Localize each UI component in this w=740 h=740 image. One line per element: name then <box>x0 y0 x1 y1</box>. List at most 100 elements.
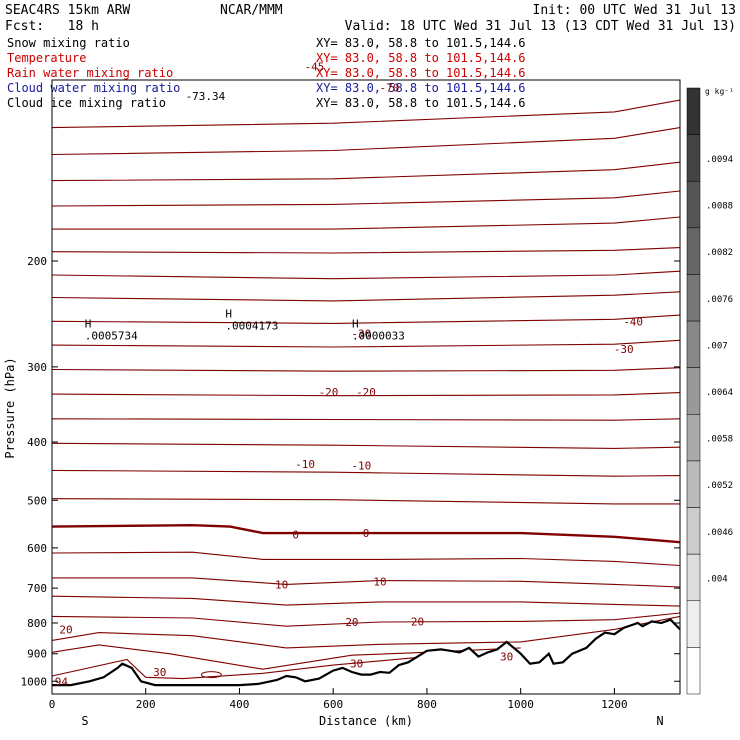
temperature-contour <box>51 523 681 544</box>
temperature-contour <box>51 595 681 607</box>
colorbar-swatch <box>686 600 701 648</box>
temperature-label: -20 <box>319 386 339 399</box>
colorbar-swatch <box>686 414 701 462</box>
legend-entry: Cloud ice mixing ratio <box>7 96 166 110</box>
temperature-label: 30 <box>350 658 363 671</box>
colorbar-swatch <box>686 460 701 508</box>
colorbar-swatch <box>686 227 701 275</box>
maximum-marker: H <box>352 318 359 331</box>
temperature-label: -70 <box>379 82 399 95</box>
temperature-label: -10 <box>295 458 315 471</box>
temperature-contour <box>51 247 681 254</box>
y-tick-label: 1000 <box>21 675 48 688</box>
temperature-contour <box>51 314 681 324</box>
x-tick-label: 200 <box>136 698 156 711</box>
forecast-hour: Fcst: 18 h <box>5 19 99 34</box>
temperature-label: 10 <box>373 575 386 588</box>
colorbar-swatch <box>686 274 701 322</box>
colorbar-label: .007 <box>706 341 728 351</box>
north-label: N <box>656 714 663 728</box>
legend-coordinates: XY= 83.0, 58.8 to 101.5,144.6 <box>316 36 526 50</box>
temperature-label: 20 <box>59 623 72 636</box>
temperature-label: -30 <box>614 343 634 356</box>
valid-time: Valid: 18 UTC Wed 31 Jul 13 (13 CDT Wed … <box>345 19 736 34</box>
colorbar-label: .0088 <box>706 202 733 212</box>
colorbar-label: .0094 <box>706 155 733 165</box>
legend-coordinates: XY= 83.0, 58.8 to 101.5,144.6 <box>316 81 526 95</box>
y-tick-label: 800 <box>27 617 47 630</box>
temperature-contour <box>51 161 681 182</box>
maximum-marker: H <box>85 318 92 331</box>
x-tick-label: 0 <box>49 698 56 711</box>
maximum-marker: H <box>225 307 232 320</box>
temperature-label: 0 <box>292 528 299 541</box>
plot-area: -45 -70 -40 -30 -30 -20 -20 -10 -10 0 0 10 10 20 20 20 3… <box>21 61 681 711</box>
init-time: Init: 00 UTC Wed 31 Jul 13 <box>533 3 737 18</box>
colorbar-label: .0046 <box>706 528 733 538</box>
colorbar-swatch <box>686 87 701 135</box>
corner-value: -73.34 <box>186 90 226 103</box>
legend-coordinates: XY= 83.0, 58.8 to 101.5,144.6 <box>316 66 526 80</box>
temperature-label: 20 <box>411 615 424 628</box>
legend-entry: Cloud water mixing ratio <box>7 81 180 95</box>
y-tick-label: 400 <box>27 436 47 449</box>
temperature-contour <box>51 339 681 348</box>
org-title: NCAR/MMM <box>220 3 283 18</box>
temperature-contour <box>52 216 681 230</box>
colorbar-label: .0052 <box>706 481 733 491</box>
colorbar-swatch <box>686 647 701 695</box>
colorbar-swatch <box>686 367 701 415</box>
colorbar-label: .0064 <box>706 388 733 398</box>
colorbar-swatch <box>686 507 701 555</box>
legend-entry: Snow mixing ratio <box>7 36 130 50</box>
temperature-contour <box>51 367 681 372</box>
y-tick-label: 700 <box>27 582 47 595</box>
maximum-value: .0005734 <box>85 330 138 343</box>
x-tick-label: 800 <box>417 698 437 711</box>
temperature-label: -20 <box>356 386 376 399</box>
temperature-contour <box>52 577 681 588</box>
maximum-value: .0000033 <box>352 330 405 343</box>
temperature-contour <box>51 469 681 477</box>
x-axis-title: Distance (km) <box>319 714 413 728</box>
temperature-contour <box>51 615 681 649</box>
colorbar-label: .0082 <box>706 248 733 258</box>
legend: Snow mixing ratio XY= 83.0, 58.8 to 101.5… <box>7 36 526 110</box>
terrain-line <box>52 618 681 687</box>
temperature-contour <box>51 291 681 302</box>
temperature-contour-closed <box>200 671 222 679</box>
x-tick-label: 600 <box>323 698 343 711</box>
temperature-contour <box>51 190 681 207</box>
temperature-label: -30 <box>351 327 371 340</box>
temperature-label: -45 <box>305 61 325 74</box>
temperature-label: 20 <box>345 616 358 629</box>
temperature-contour <box>51 656 427 680</box>
y-axis-title: Pressure (hPa) <box>3 357 17 458</box>
temperature-contour <box>51 551 681 567</box>
temperature-label: 30 <box>500 651 513 664</box>
colorbar-label: .0076 <box>706 295 733 305</box>
y-tick-label: 300 <box>27 361 47 374</box>
colorbar-swatch <box>686 134 701 182</box>
temperature-contour <box>51 270 681 280</box>
legend-entry: Rain water mixing ratio <box>7 66 173 80</box>
colorbar-unit: g kg⁻¹ <box>705 87 734 96</box>
x-tick-label: 1200 <box>601 698 628 711</box>
legend-coordinates: XY= 83.0, 58.8 to 101.5,144.6 <box>316 96 526 110</box>
temperature-contour <box>51 99 681 129</box>
x-tick-label: 400 <box>230 698 250 711</box>
plot-frame <box>51 79 681 695</box>
model-title: SEAC4RS 15km ARW <box>5 3 130 18</box>
temperature-label: 0 <box>363 527 370 540</box>
legend-coordinates: XY= 83.0, 58.8 to 101.5,144.6 <box>316 51 526 65</box>
temperature-label: -10 <box>351 460 371 473</box>
colorbar-swatch <box>686 553 701 602</box>
temperature-contour <box>51 392 681 397</box>
y-tick-label: 200 <box>27 255 47 268</box>
temperature-contour <box>51 418 681 421</box>
temperature-contour <box>51 612 681 627</box>
colorbar-swatch <box>686 180 701 229</box>
south-label: S <box>81 714 88 728</box>
terrain-fill <box>52 619 680 694</box>
